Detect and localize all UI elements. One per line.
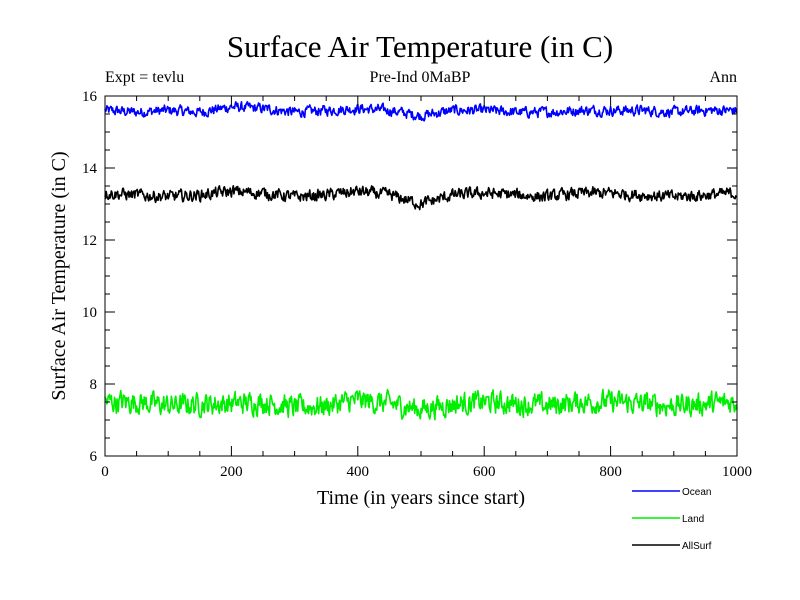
y-tick-label: 8 — [90, 377, 98, 393]
series-line-allsurf — [104, 185, 738, 211]
y-tick-label: 12 — [82, 233, 97, 249]
y-tick-label: 6 — [90, 449, 98, 465]
subtitle-center: Pre-Ind 0MaBP — [370, 69, 471, 86]
legend-label-allsurf: AllSurf — [682, 541, 712, 552]
x-axis-label: Time (in years since start) — [317, 487, 525, 509]
ticks-layer: 0 200 400 600 800 1000 6 8 10 12 14 16 — [82, 89, 752, 480]
subtitle-left: Expt = tevlu — [105, 69, 184, 86]
subtitle-right: Ann — [709, 69, 737, 86]
x-tick-label: 800 — [599, 464, 622, 480]
legend-label-ocean: Ocean — [682, 487, 711, 498]
legend: Ocean Land AllSurf — [632, 487, 712, 552]
y-tick-label: 16 — [82, 89, 98, 105]
series-line-ocean — [104, 100, 738, 122]
chart-title: Surface Air Temperature (in C) — [227, 29, 613, 64]
x-tick-label: 0 — [101, 464, 109, 480]
series-layer — [104, 100, 738, 421]
legend-label-land: Land — [682, 514, 704, 525]
series-line-land — [104, 388, 738, 421]
x-tick-label: 400 — [347, 464, 370, 480]
y-tick-label: 14 — [82, 161, 98, 177]
y-axis-label: Surface Air Temperature (in C) — [48, 151, 70, 400]
x-tick-label: 600 — [473, 464, 496, 480]
x-tick-label: 1000 — [722, 464, 752, 480]
y-tick-label: 10 — [82, 305, 97, 321]
x-tick-label: 200 — [220, 464, 243, 480]
